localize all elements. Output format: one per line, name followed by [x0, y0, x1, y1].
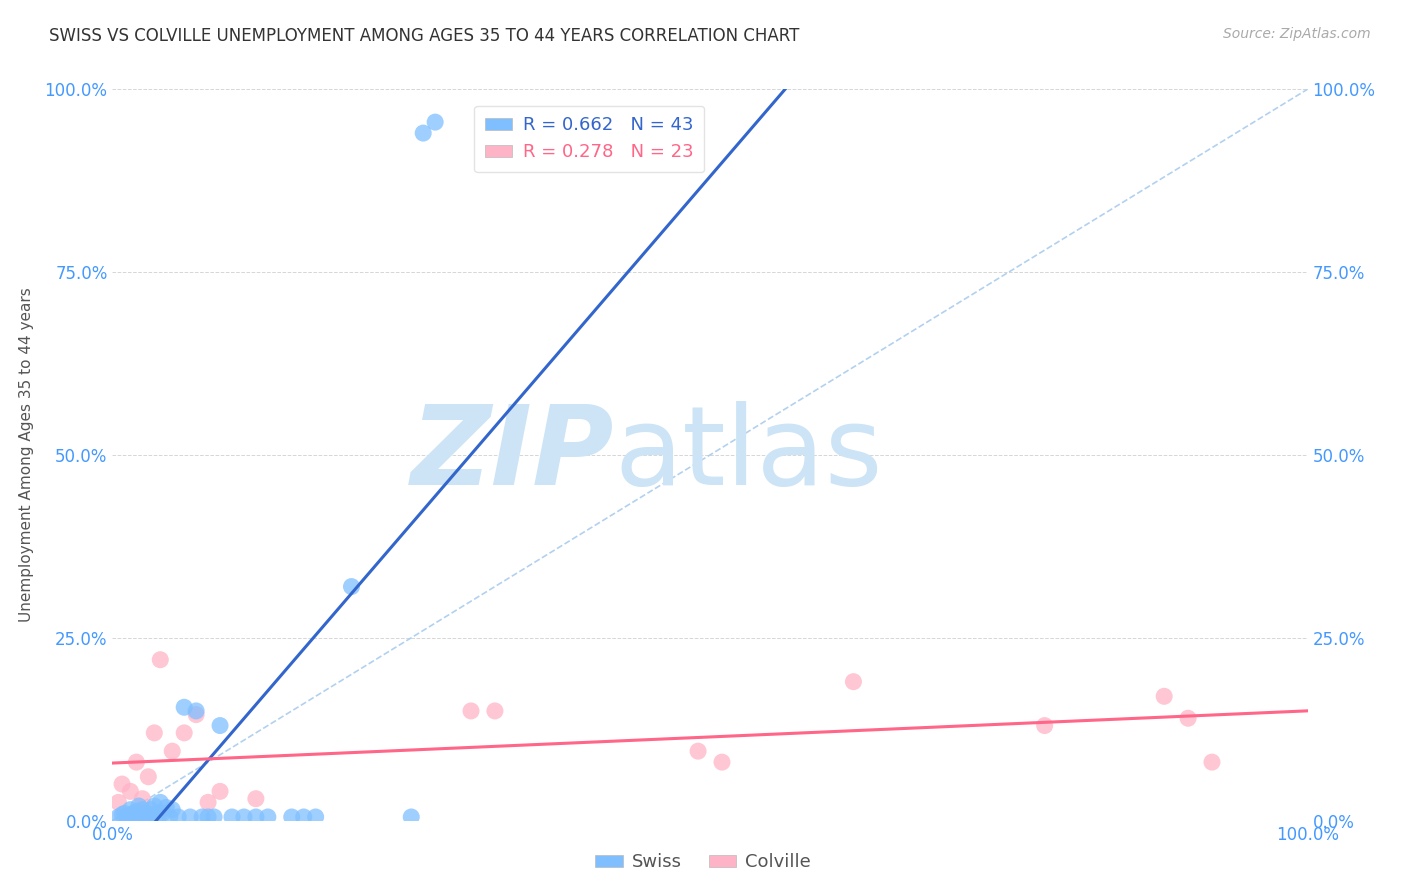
Point [305, 810, 328, 824]
Point [131, 791, 153, 805]
Point [125, 805, 148, 819]
Point [122, 806, 145, 821]
Point [1033, 718, 1056, 732]
Point [179, 810, 201, 824]
Point [245, 810, 267, 824]
Point [425, 115, 447, 129]
Point [221, 810, 243, 824]
Point [202, 810, 225, 824]
Text: SWISS VS COLVILLE UNEMPLOYMENT AMONG AGES 35 TO 44 YEARS CORRELATION CHART: SWISS VS COLVILLE UNEMPLOYMENT AMONG AGE… [49, 27, 800, 45]
Point [173, 726, 195, 740]
Point [135, 806, 157, 821]
Point [292, 810, 315, 824]
Point [143, 799, 166, 814]
Point [1177, 711, 1199, 725]
Point [107, 796, 129, 810]
Point [149, 653, 172, 667]
Point [484, 704, 506, 718]
Point [128, 799, 150, 814]
Point [138, 810, 160, 824]
Point [711, 755, 734, 769]
Legend: Swiss, Colville: Swiss, Colville [588, 847, 818, 879]
Text: atlas: atlas [614, 401, 883, 508]
Point [197, 810, 219, 824]
Point [131, 810, 153, 824]
Point [111, 807, 134, 822]
Point [191, 810, 214, 824]
Point [842, 674, 865, 689]
Point [245, 791, 267, 805]
Point [120, 807, 142, 822]
Point [1153, 690, 1175, 704]
Point [125, 755, 148, 769]
Point [114, 806, 135, 821]
Point [128, 807, 150, 822]
Point [186, 704, 208, 718]
Point [131, 803, 153, 817]
Point [149, 796, 172, 810]
Point [141, 807, 163, 822]
Point [167, 810, 190, 824]
Point [111, 777, 134, 791]
Point [115, 810, 138, 824]
Point [412, 126, 434, 140]
Point [401, 810, 423, 824]
Point [146, 810, 169, 824]
Point [159, 810, 181, 824]
Y-axis label: Unemployment Among Ages 35 to 44 years: Unemployment Among Ages 35 to 44 years [18, 287, 34, 623]
Point [162, 803, 183, 817]
Point [152, 806, 174, 821]
Point [197, 796, 219, 810]
Point [162, 744, 183, 758]
Point [125, 810, 148, 824]
Point [209, 784, 232, 798]
Point [143, 726, 166, 740]
Point [186, 707, 208, 722]
Point [120, 784, 142, 798]
Point [155, 800, 177, 814]
Point [257, 810, 280, 824]
Point [107, 810, 129, 824]
Point [1201, 755, 1223, 769]
Point [138, 770, 160, 784]
Point [688, 744, 710, 758]
Point [460, 704, 482, 718]
Point [233, 810, 256, 824]
Point [120, 803, 142, 817]
Point [340, 580, 363, 594]
Point [139, 803, 162, 817]
Legend: R = 0.662   N = 43, R = 0.278   N = 23: R = 0.662 N = 43, R = 0.278 N = 23 [474, 105, 704, 172]
Point [209, 718, 232, 732]
Text: Source: ZipAtlas.com: Source: ZipAtlas.com [1223, 27, 1371, 41]
Point [173, 700, 195, 714]
Point [281, 810, 304, 824]
Text: ZIP: ZIP [411, 401, 614, 508]
